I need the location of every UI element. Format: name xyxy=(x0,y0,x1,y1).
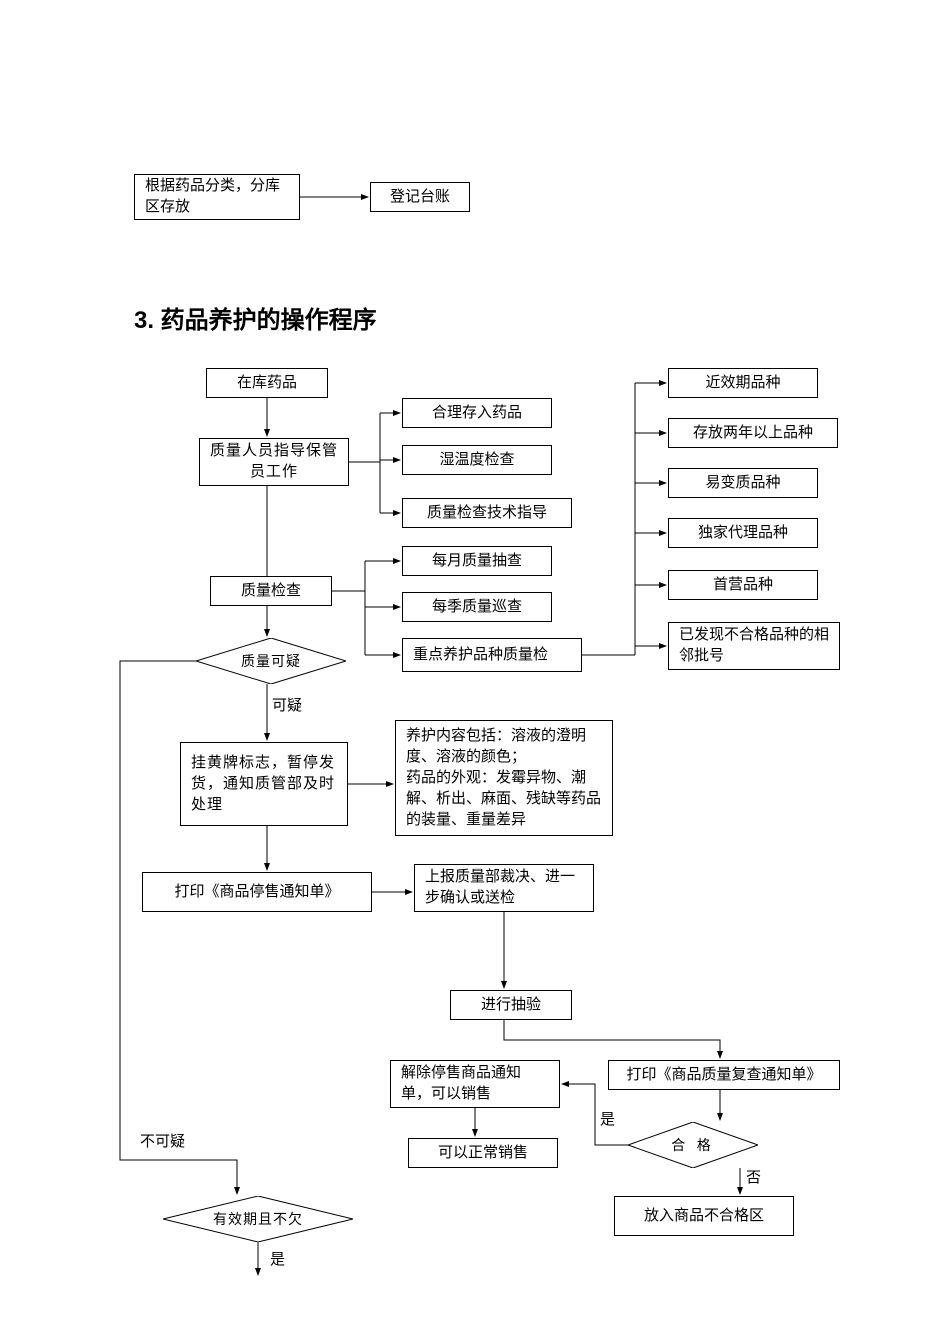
node-quarterly: 每季质量巡查 xyxy=(402,592,552,622)
node-perish: 易变质品种 xyxy=(668,468,818,498)
decision-pass: 合 格 xyxy=(628,1122,758,1168)
node-monthly: 每月质量抽查 xyxy=(402,546,552,576)
node-techguide: 质量检查技术指导 xyxy=(402,498,572,528)
section-title: 3. 药品养护的操作程序 xyxy=(134,300,377,335)
label-not-suspect: 不可疑 xyxy=(140,1130,185,1151)
top-box-1-label: 根据药品分类，分库区存放 xyxy=(145,176,289,218)
node-yellow: 挂黄牌标志，暂停发货，通知质管部及时处理 xyxy=(180,742,348,826)
label-suspect: 可疑 xyxy=(272,694,302,715)
node-exclusive: 独家代理品种 xyxy=(668,518,818,548)
node-humtemp: 湿温度检查 xyxy=(402,445,552,475)
node-reason: 合理存入药品 xyxy=(402,398,552,428)
node-release: 解除停售商品通知单，可以销售 xyxy=(390,1060,560,1108)
node-keycare: 重点养护品种质量检 xyxy=(402,638,582,672)
node-stock: 在库药品 xyxy=(206,368,328,398)
decision-valid: 有效期且不欠 xyxy=(163,1196,353,1242)
node-care-desc: 养护内容包括：溶液的澄明度、溶液的颜色； 药品的外观：发霉异物、潮解、析出、麻面… xyxy=(395,720,613,836)
node-qcheck: 质量检查 xyxy=(210,576,332,606)
top-box-1: 根据药品分类，分库区存放 xyxy=(134,174,300,220)
node-near: 近效期品种 xyxy=(668,368,818,398)
node-adjacent: 已发现不合格品种的相邻批号 xyxy=(668,622,840,670)
top-box-2-label: 登记台账 xyxy=(390,187,450,208)
node-guide: 质量人员指导保管员工作 xyxy=(199,438,349,486)
label-yes: 是 xyxy=(600,1108,615,1129)
node-normal: 可以正常销售 xyxy=(408,1138,558,1168)
node-sampling: 进行抽验 xyxy=(450,990,572,1020)
node-recheck: 打印《商品质量复查通知单》 xyxy=(608,1060,840,1090)
node-unqual-area: 放入商品不合格区 xyxy=(614,1196,794,1236)
top-box-2: 登记台账 xyxy=(370,182,470,212)
node-first: 首营品种 xyxy=(668,570,818,600)
node-report: 上报质量部裁决、进一步确认或送检 xyxy=(414,864,594,912)
label-no: 否 xyxy=(746,1166,761,1187)
label-yes2: 是 xyxy=(270,1248,285,1269)
node-stop-notice: 打印《商品停售通知单》 xyxy=(142,872,372,912)
node-two-year: 存放两年以上品种 xyxy=(668,418,838,448)
decision-suspect: 质量可疑 xyxy=(196,638,346,684)
